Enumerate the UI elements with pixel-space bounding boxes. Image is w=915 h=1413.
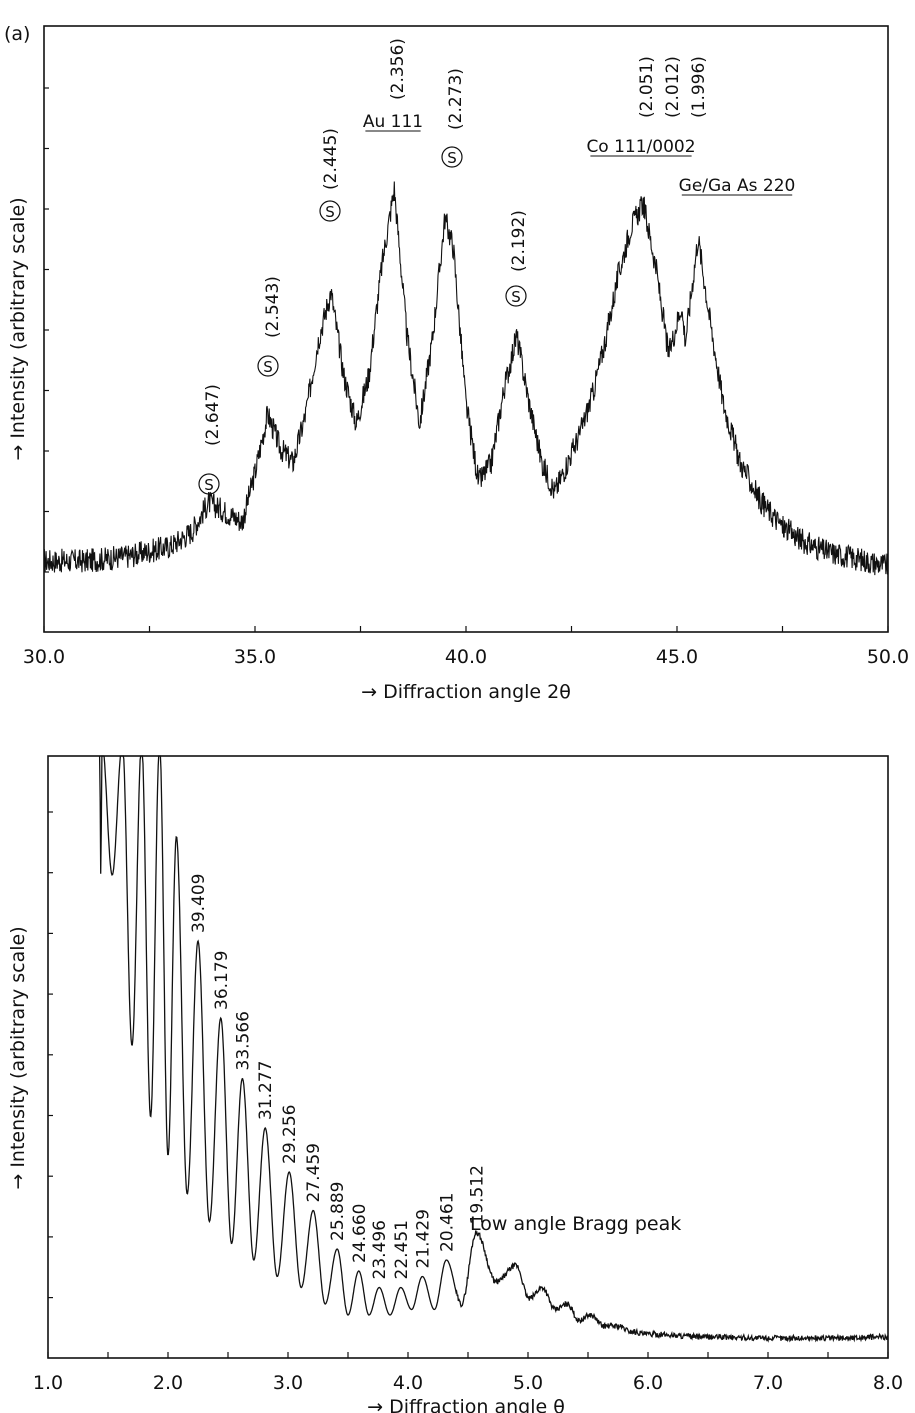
phase-marker-letter: S [263,358,273,376]
reflection-label: Au 111 [363,112,423,132]
x-axis-label: → Diffraction angle 2θ [361,681,571,703]
peak-d-spacing-label: (2.051) [637,56,657,118]
reflection-label: Ge/Ga As 220 [679,176,796,196]
x-tick-label: 1.0 [33,1372,63,1394]
fringe-peak-label: 29.256 [280,1105,300,1164]
fringe-peak-label: 22.451 [392,1220,412,1279]
reflectivity-curve [98,755,889,1343]
fringe-peak-label: 39.409 [189,874,209,933]
x-tick-label: 8.0 [873,1372,903,1394]
diffraction-curve [43,181,889,576]
fringe-peak-label: 21.429 [413,1209,433,1268]
phase-marker-letter: S [325,203,335,221]
y-axis-label: → Intensity (arbitrary scale) [7,926,29,1189]
peak-d-spacing-label: (2.192) [509,210,529,272]
chart-a: 30.0 35.0 40.0 45.0 50.0 S (2.647) S (2.543) S (2… [7,25,909,703]
x-axis-label: → Diffraction angle θ [367,1396,565,1413]
peak-labels: 39.40936.17933.56631.27729.25627.45925.8… [189,874,487,1280]
phase-marker-circle [198,473,220,495]
x-tick-label: 6.0 [633,1372,663,1394]
fringe-peak-label: 33.566 [233,1011,253,1070]
fringe-peak-label: 27.459 [304,1143,324,1202]
phase-marker-circle [441,146,463,168]
x-tick-label: 5.0 [513,1372,543,1394]
peak-d-spacing-label: (1.996) [689,56,709,118]
reflection-label: Co 111/0002 [586,137,695,157]
x-tick-label: 50.0 [867,646,909,668]
x-tick-label: 40.0 [445,646,487,668]
x-axis-ticks: 1.0 2.0 3.0 4.0 5.0 6.0 7.0 8.0 [33,1352,903,1394]
phase-marker-letter: S [204,476,214,494]
x-tick-label: 30.0 [23,646,65,668]
phase-marker-circle [505,285,527,307]
fringe-peak-label: 25.889 [328,1182,348,1241]
y-axis-ticks [44,87,49,573]
chart-b: 1.0 2.0 3.0 4.0 5.0 6.0 7.0 8.0 39.40936.17933.… [7,755,903,1413]
fringe-peak-label: 20.461 [437,1193,457,1252]
peak-d-spacing-label: (2.012) [663,56,683,118]
peak-d-spacing-label: (2.647) [203,384,223,446]
fringe-peak-label: 24.660 [350,1204,370,1263]
x-tick-label: 2.0 [153,1372,183,1394]
peak-d-spacing-label: (2.543) [263,276,283,338]
peak-d-spacing-label: (2.445) [321,128,341,190]
peak-annotations: S (2.647) S (2.543) S (2.445) Au 111 (2.356) S (2… [198,38,796,495]
x-tick-label: 3.0 [273,1372,303,1394]
phase-marker-circle [319,200,341,222]
plot-area-frame [47,755,889,1359]
fringe-peak-label: 31.277 [256,1061,276,1120]
fringe-peak-label: 36.179 [212,951,232,1010]
fringe-peak-label: 23.496 [370,1220,390,1279]
phase-marker-letter: S [447,149,457,167]
bragg-peak-annotation: Low angle Bragg peak [470,1213,681,1235]
x-tick-label: 45.0 [656,646,698,668]
x-axis-ticks: 30.0 35.0 40.0 45.0 50.0 [23,626,909,668]
peak-d-spacing-label: (2.356) [388,38,408,100]
phase-marker-letter: S [511,288,521,306]
x-tick-label: 35.0 [234,646,276,668]
phase-marker-circle [257,355,279,377]
y-axis-ticks [48,811,53,1299]
peak-d-spacing-label: (2.273) [446,68,466,130]
x-tick-label: 7.0 [753,1372,783,1394]
x-tick-label: 4.0 [393,1372,423,1394]
panel-label: (a) [4,23,30,45]
fringe-peak-label: 19.512 [467,1165,487,1224]
y-axis-label: → Intensity (arbitrary scale) [7,197,29,460]
